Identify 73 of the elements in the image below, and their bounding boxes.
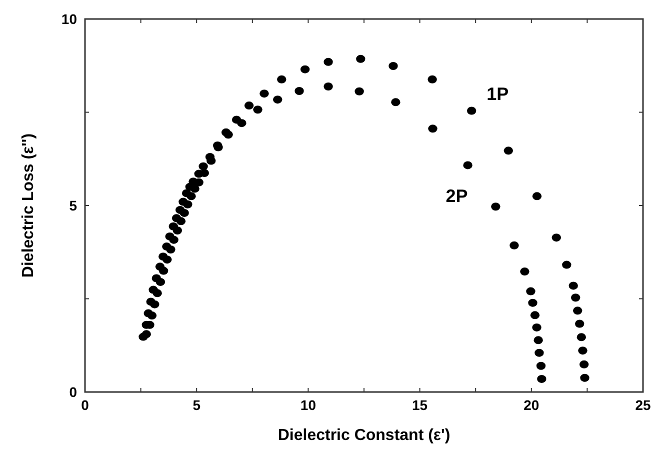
point [536,362,546,370]
point [526,287,536,296]
point [260,90,269,98]
point [537,374,546,383]
point [356,54,366,63]
series-label: 2P [446,186,468,206]
y-tick-label: 10 [61,11,78,27]
point [273,96,282,104]
point [530,311,540,320]
point [186,192,196,200]
point [324,58,333,66]
point [552,234,561,242]
point [534,336,543,344]
point [300,65,310,74]
point [532,323,542,332]
point [579,360,589,368]
point [391,98,400,106]
point [428,75,437,84]
y-axis-title: Dielectric Loss (ε'') [20,133,37,278]
x-tick-label: 15 [412,397,428,413]
x-tick-label: 20 [524,397,540,413]
point [237,119,246,128]
point [466,106,476,115]
point [534,348,544,357]
point [190,184,200,193]
point [158,266,168,275]
point [156,278,166,286]
x-tick-label: 5 [192,397,201,413]
point [277,75,286,84]
x-tick-label: 10 [300,397,316,413]
point [183,200,192,208]
point [200,169,210,178]
point [198,162,208,170]
point [580,374,590,382]
point [570,294,580,302]
point [142,330,151,338]
point [354,87,364,96]
point [150,300,160,308]
point [224,130,233,139]
point [176,217,186,226]
point [172,226,182,234]
y-tick-label: 5 [69,198,78,214]
point [253,106,262,114]
series-label: 1P [486,84,509,104]
point [166,246,176,254]
point [206,156,216,165]
point [147,312,157,320]
point [162,256,172,264]
point [169,236,178,244]
point [510,241,519,250]
point [576,333,586,342]
point [152,289,162,298]
point [532,192,542,200]
x-tick-label: 0 [81,397,90,413]
point [575,320,584,328]
point [562,260,572,269]
point [573,306,582,315]
point [428,124,438,133]
point [578,346,588,355]
point [528,298,538,307]
x-axis-title: Dielectric Constant (ε') [278,427,450,444]
point [244,102,254,110]
point [520,268,530,276]
point [324,82,333,91]
point [491,202,500,211]
point [504,146,514,155]
point [294,86,304,95]
y-tick-label: 0 [69,384,78,400]
point [568,282,578,290]
point [388,62,398,70]
point [463,161,472,170]
point [180,208,189,217]
x-tick-label: 25 [635,397,651,413]
